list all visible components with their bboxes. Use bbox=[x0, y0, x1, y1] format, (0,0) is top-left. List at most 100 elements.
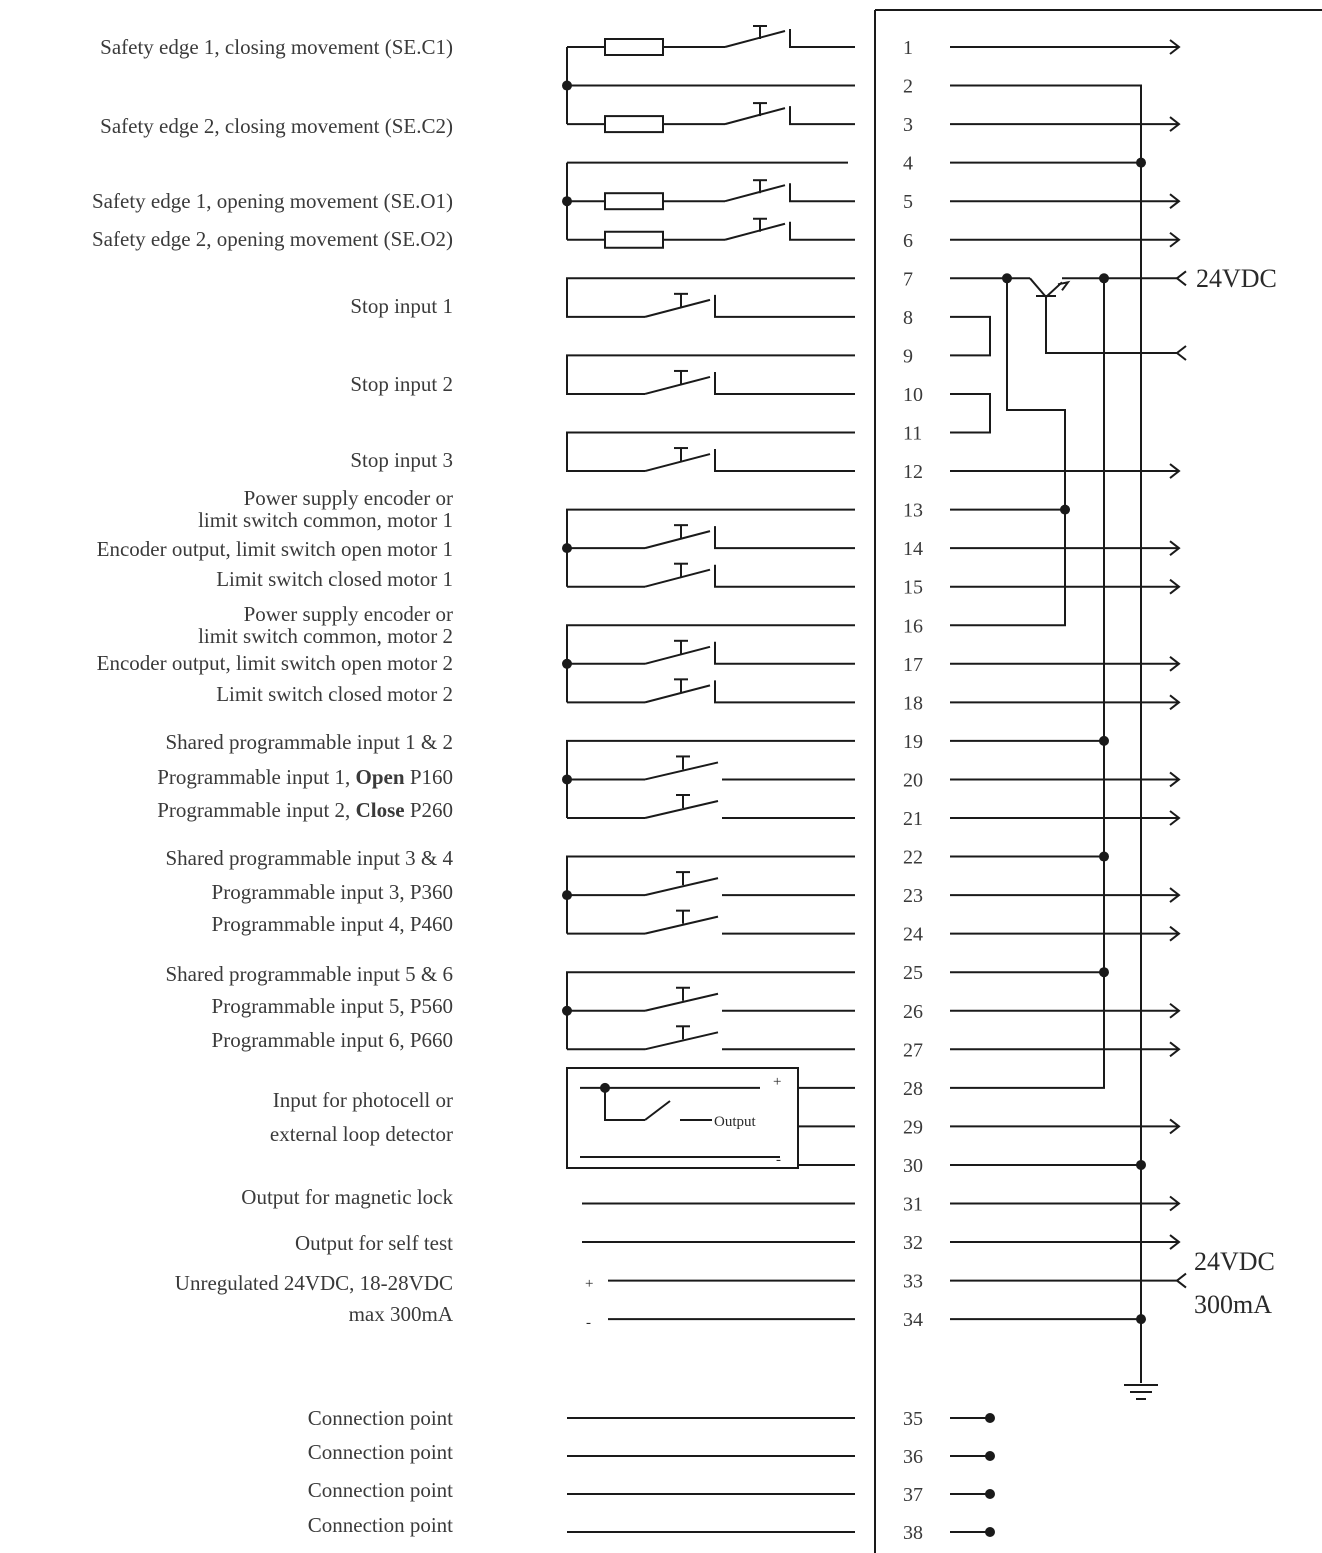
label-lsc-m1: Limit switch closed motor 1 bbox=[216, 567, 453, 591]
photocell-plus-sign: + bbox=[773, 1074, 781, 1090]
external-wiring bbox=[562, 25, 855, 1533]
label-photocell: external loop detector bbox=[270, 1122, 453, 1146]
terminal-number: 21 bbox=[903, 808, 923, 830]
terminal-number: 17 bbox=[903, 654, 923, 676]
terminal-number: 2 bbox=[903, 76, 913, 98]
terminal-number: 29 bbox=[903, 1116, 923, 1138]
junction-dot bbox=[1136, 1314, 1146, 1325]
label-psu-m2: limit switch common, motor 2 bbox=[198, 624, 453, 648]
label-enc-m1: Encoder output, limit switch open motor … bbox=[97, 537, 453, 561]
terminal-block-frame bbox=[874, 9, 1322, 1553]
label-cp4: Connection point bbox=[308, 1513, 453, 1537]
label-enc-m2: Encoder output, limit switch open motor … bbox=[97, 651, 453, 675]
resistor-symbol bbox=[604, 230, 664, 249]
junction-dot bbox=[985, 1527, 995, 1537]
label-psu-m2: Power supply encoder or bbox=[244, 602, 453, 626]
label-lsc-m2: Limit switch closed motor 2 bbox=[216, 682, 453, 706]
terminal-number: 22 bbox=[903, 847, 923, 869]
junction-dot bbox=[985, 1413, 995, 1423]
terminal-number: 35 bbox=[903, 1408, 923, 1430]
junction-dot bbox=[1136, 1159, 1146, 1170]
photocell-output-label: Output bbox=[714, 1114, 757, 1130]
label-cp1: Connection point bbox=[308, 1406, 453, 1430]
terminal-number: 30 bbox=[903, 1155, 923, 1177]
aux-supply-current-label: 300mA bbox=[1194, 1290, 1272, 1319]
terminal-number: 11 bbox=[903, 423, 922, 445]
terminal-number: 28 bbox=[903, 1078, 923, 1100]
terminal-number: 25 bbox=[903, 962, 923, 984]
terminal-number: 20 bbox=[903, 769, 923, 791]
internal-wiring bbox=[950, 39, 1187, 1537]
terminal-number: 24 bbox=[903, 924, 923, 946]
label-unreg: Unregulated 24VDC, 18-28VDC bbox=[175, 1271, 453, 1295]
label-prog1: Programmable input 1, Open P160 bbox=[157, 765, 453, 789]
label-se-c1: Safety edge 1, closing movement (SE.C1) bbox=[100, 35, 453, 59]
label-se-c2: Safety edge 2, closing movement (SE.C2) bbox=[100, 114, 453, 138]
terminal-number: 36 bbox=[903, 1446, 923, 1468]
label-prog5: Programmable input 5, P560 bbox=[212, 994, 453, 1018]
label-shared34: Shared programmable input 3 & 4 bbox=[165, 846, 453, 870]
resistor-symbol bbox=[604, 38, 664, 56]
photocell-minus-sign: - bbox=[776, 1152, 781, 1168]
terminal-number: 31 bbox=[903, 1194, 923, 1216]
terminal-number: 4 bbox=[903, 153, 913, 175]
terminal-number: 18 bbox=[903, 692, 923, 714]
junction-dot bbox=[1060, 504, 1070, 515]
junction-dot bbox=[1099, 851, 1109, 862]
terminal-number: 6 bbox=[903, 230, 913, 252]
terminal-number: 14 bbox=[903, 538, 923, 560]
terminal-number: 23 bbox=[903, 885, 923, 907]
resistor-symbol bbox=[604, 115, 664, 134]
terminal-number: 27 bbox=[903, 1039, 923, 1061]
label-cp3: Connection point bbox=[308, 1478, 453, 1502]
label-maglock: Output for magnetic lock bbox=[241, 1185, 453, 1209]
label-psu-m1: Power supply encoder or bbox=[244, 486, 453, 510]
label-shared56: Shared programmable input 5 & 6 bbox=[165, 962, 453, 986]
terminal-number: 3 bbox=[903, 114, 913, 136]
label-se-o1: Safety edge 1, opening movement (SE.O1) bbox=[92, 189, 453, 213]
label-se-o2: Safety edge 2, opening movement (SE.O2) bbox=[92, 227, 453, 251]
junction-dot bbox=[985, 1451, 995, 1461]
terminal-number: 9 bbox=[903, 345, 913, 367]
terminal-number: 33 bbox=[903, 1271, 923, 1293]
terminal-number: 15 bbox=[903, 577, 923, 599]
terminal-number: 12 bbox=[903, 461, 923, 483]
label-shared12: Shared programmable input 1 & 2 bbox=[165, 730, 453, 754]
resistor-symbol bbox=[604, 192, 664, 211]
label-stop2: Stop input 2 bbox=[350, 372, 453, 396]
terminal-number: 26 bbox=[903, 1001, 923, 1023]
label-prog2: Programmable input 2, Close P260 bbox=[157, 798, 453, 822]
terminal-number: 32 bbox=[903, 1232, 923, 1254]
supply-voltage-label: 24VDC bbox=[1196, 264, 1277, 293]
label-prog6: Programmable input 6, P660 bbox=[212, 1028, 453, 1052]
label-stop3: Stop input 3 bbox=[350, 448, 453, 472]
terminal-number: 16 bbox=[903, 615, 923, 637]
label-prog3: Programmable input 3, P360 bbox=[212, 880, 453, 904]
terminal-numbers: 1234567891011121314151617181920212223242… bbox=[903, 37, 923, 1544]
terminal-number: 34 bbox=[903, 1309, 923, 1331]
photocell-box bbox=[566, 1067, 799, 1169]
terminal-number: 38 bbox=[903, 1522, 923, 1544]
junction-dot bbox=[1099, 735, 1109, 746]
terminal-number: 13 bbox=[903, 500, 923, 522]
label-unreg: max 300mA bbox=[349, 1302, 454, 1326]
label-psu-m1: limit switch common, motor 1 bbox=[198, 508, 453, 532]
terminal-number: 1 bbox=[903, 37, 913, 59]
psu-plus-sign: + bbox=[585, 1276, 593, 1292]
junction-dot bbox=[1136, 157, 1146, 168]
label-selftest: Output for self test bbox=[295, 1231, 453, 1255]
terminal-number: 19 bbox=[903, 731, 923, 753]
aux-supply-voltage-label: 24VDC bbox=[1194, 1247, 1275, 1276]
label-photocell: Input for photocell or bbox=[273, 1088, 453, 1112]
label-prog4: Programmable input 4, P460 bbox=[212, 912, 453, 936]
terminal-number: 7 bbox=[903, 268, 913, 290]
terminal-number: 8 bbox=[903, 307, 913, 329]
terminal-number: 10 bbox=[903, 384, 923, 406]
input-labels: Safety edge 1, closing movement (SE.C1) S… bbox=[92, 35, 454, 1537]
psu-minus-sign: - bbox=[586, 1315, 591, 1331]
label-cp2: Connection point bbox=[308, 1440, 453, 1464]
label-stop1: Stop input 1 bbox=[350, 294, 453, 318]
junction-dot bbox=[1099, 967, 1109, 978]
terminal-number: 37 bbox=[903, 1484, 923, 1506]
